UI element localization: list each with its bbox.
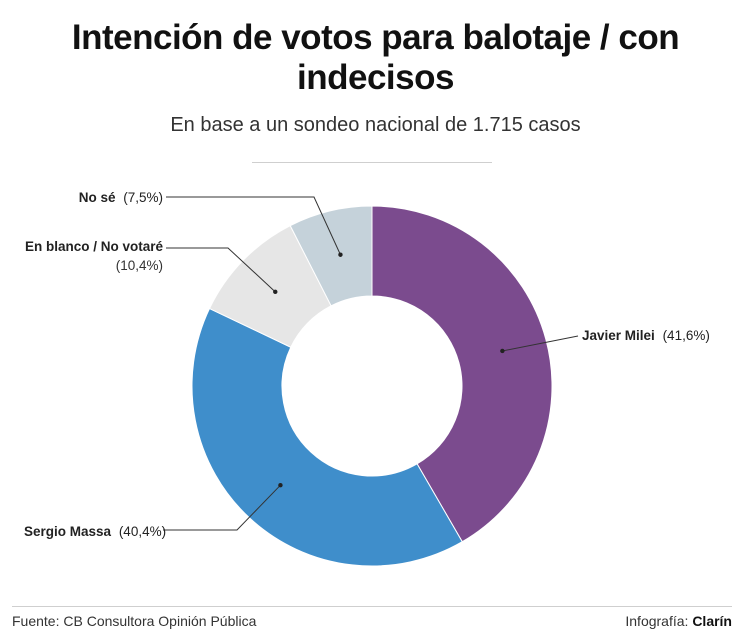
credit-name: Clarín xyxy=(692,613,732,629)
label-sergio-massa: Sergio Massa (40,4%) xyxy=(24,524,166,539)
label-javier-milei-value: (41,6%) xyxy=(663,328,710,343)
label-en-blanco-name: En blanco / No votaré xyxy=(25,239,164,254)
label-no-se-name: No sé xyxy=(79,190,116,205)
leader-no-se xyxy=(166,196,341,255)
leader-sergio-massa xyxy=(163,484,281,531)
leader-dot-en-blanco-no-votare xyxy=(273,289,278,295)
leader-dot-sergio-massa xyxy=(278,483,283,488)
label-sergio-massa-name: Sergio Massa xyxy=(24,524,112,539)
slice-sergio-massa xyxy=(191,307,463,567)
label-en-blanco-value: (10,4%) xyxy=(116,258,163,273)
credit-label: Infografía: xyxy=(625,613,689,629)
chart-title: Intención de votos para balotaje / con i… xyxy=(71,18,680,97)
leader-javier-milei xyxy=(502,335,579,352)
source-note: Fuente: CB Consultora Opinión Pública xyxy=(12,613,257,629)
slice-no-se xyxy=(289,205,373,307)
leader-dot-javier-milei xyxy=(500,348,505,354)
title-divider xyxy=(252,162,492,163)
label-leaders xyxy=(163,196,579,531)
credit-note: Infografía: Clarín xyxy=(625,613,732,629)
donut-slices xyxy=(191,205,553,567)
label-javier-milei: Javier Milei (41,6%) xyxy=(582,328,710,343)
leader-dot-no-se xyxy=(338,252,343,257)
slice-javier-milei xyxy=(371,205,553,543)
footer-divider xyxy=(12,606,732,607)
chart-subtitle: En base a un sondeo nacional de 1.715 ca… xyxy=(170,114,581,136)
label-no-se: No sé (7,5%) xyxy=(79,190,163,205)
leader-en-blanco-no-votare xyxy=(166,247,276,293)
label-sergio-massa-value: (40,4%) xyxy=(119,524,166,539)
label-no-se-value: (7,5%) xyxy=(123,190,163,205)
label-javier-milei-name: Javier Milei xyxy=(582,328,655,343)
